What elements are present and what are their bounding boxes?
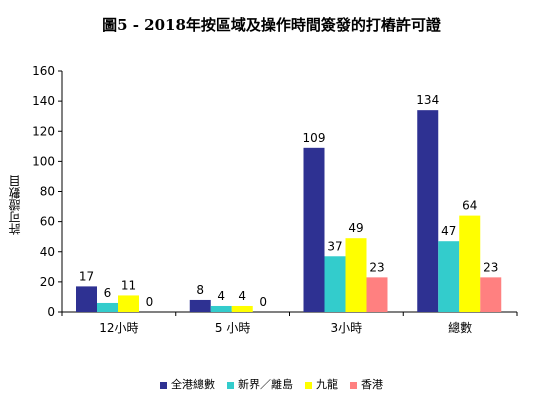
bar xyxy=(480,277,502,312)
data-label: 6 xyxy=(104,286,112,300)
x-tick-label: 12小時 xyxy=(99,321,138,335)
y-tick-label: 120 xyxy=(32,124,55,138)
data-label: 134 xyxy=(416,93,439,107)
bar xyxy=(189,299,211,312)
y-tick-label: 80 xyxy=(40,185,55,199)
legend-swatch xyxy=(227,381,234,389)
data-label: 0 xyxy=(146,295,154,309)
data-label: 109 xyxy=(303,131,326,145)
legend-label: 新界／離島 xyxy=(238,378,293,391)
legend-swatch xyxy=(160,381,167,389)
y-tick-label: 100 xyxy=(32,154,55,168)
legend-label: 全港總數 xyxy=(171,378,215,391)
bar xyxy=(210,305,232,312)
data-label: 17 xyxy=(79,269,94,283)
bar xyxy=(118,295,139,312)
y-tick-label: 0 xyxy=(47,305,55,319)
legend-item: 九龍 xyxy=(305,376,338,392)
data-label: 37 xyxy=(327,239,342,253)
chart-title: 圖5 - 2018年按區域及操作時間簽發的打樁許可證 xyxy=(102,16,441,34)
y-tick-label: 20 xyxy=(40,275,55,289)
bar xyxy=(459,215,481,312)
data-label: 23 xyxy=(369,260,384,274)
data-label: 49 xyxy=(348,221,363,235)
data-label: 11 xyxy=(121,278,136,292)
x-tick-label: 總數 xyxy=(448,320,472,335)
bar xyxy=(97,302,118,312)
y-tick-label: 60 xyxy=(40,215,55,229)
x-tick-label: 3小時 xyxy=(331,321,363,335)
bar xyxy=(345,238,367,312)
data-label: 47 xyxy=(441,224,456,238)
x-tick-label: 5 小時 xyxy=(215,321,250,335)
legend-label: 香港 xyxy=(361,378,383,391)
y-tick-label: 140 xyxy=(32,94,55,108)
bar xyxy=(417,110,439,312)
data-label: 23 xyxy=(483,260,498,274)
data-label: 8 xyxy=(196,283,204,297)
data-label: 0 xyxy=(259,295,267,309)
bar xyxy=(303,147,325,312)
data-label: 4 xyxy=(238,289,246,303)
bar xyxy=(366,277,388,312)
legend: 全港總數 新界／離島 九龍 香港 xyxy=(0,376,543,392)
legend-item: 新界／離島 xyxy=(227,376,293,392)
data-label: 64 xyxy=(462,199,477,213)
legend-swatch xyxy=(350,381,357,389)
bar xyxy=(231,305,253,312)
legend-swatch xyxy=(305,381,312,389)
legend-label: 九龍 xyxy=(316,378,338,391)
bar xyxy=(438,241,460,312)
data-label: 4 xyxy=(217,289,225,303)
legend-item: 香港 xyxy=(350,376,383,392)
legend-item: 全港總數 xyxy=(160,376,215,392)
y-tick-label: 160 xyxy=(32,64,55,78)
bar xyxy=(76,286,97,312)
bar xyxy=(324,256,346,312)
y-tick-label: 40 xyxy=(40,245,55,259)
